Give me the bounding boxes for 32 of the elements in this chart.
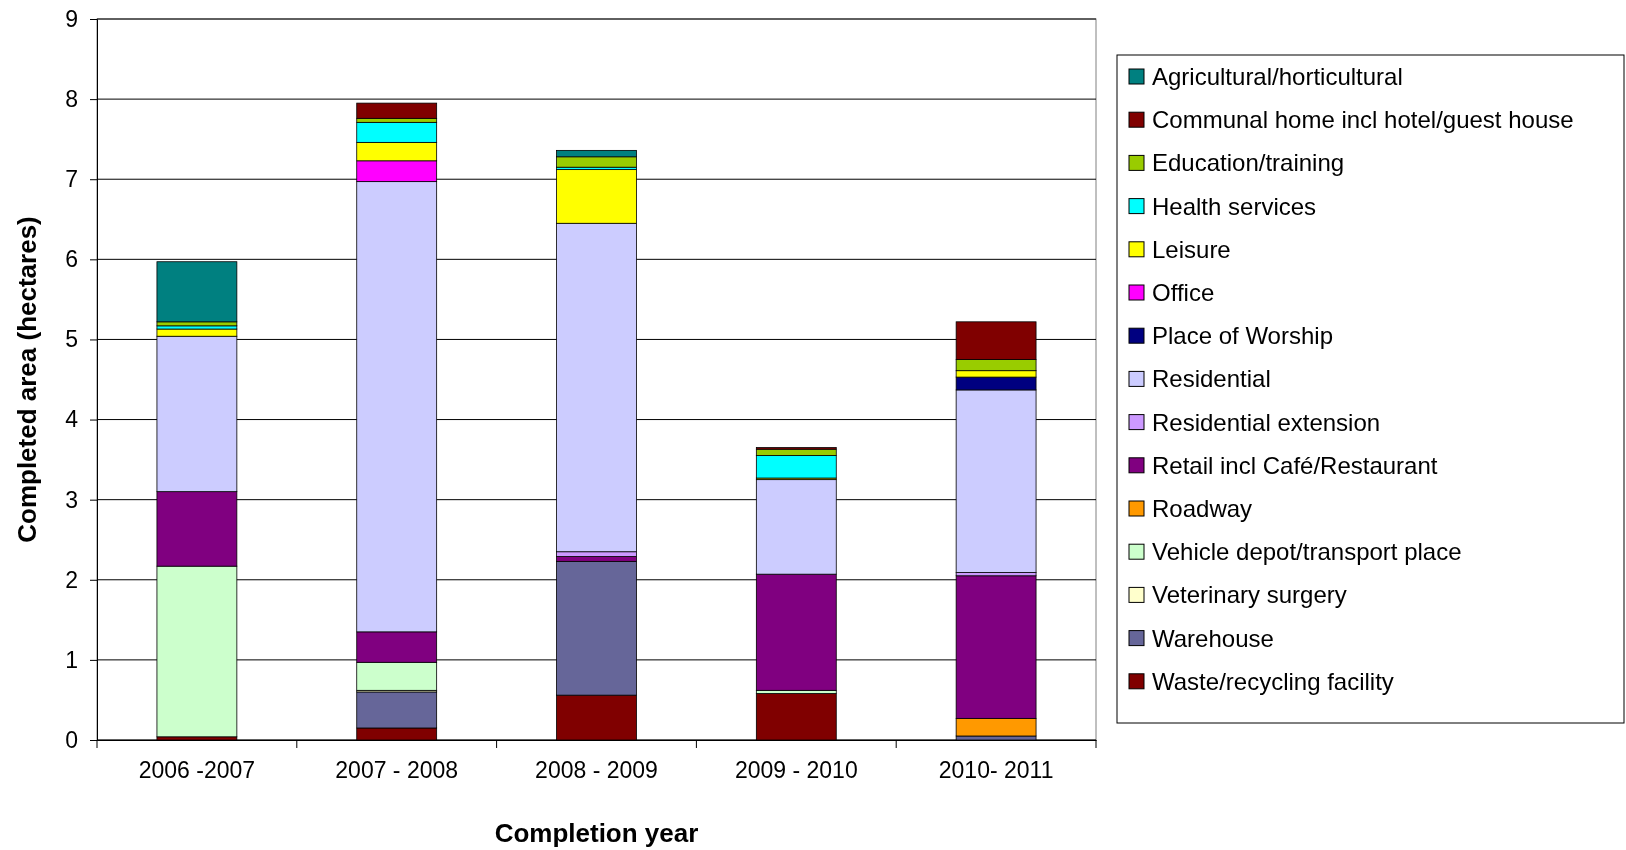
x-axis-title: Completion year: [494, 818, 699, 848]
x-tick-label: 2010- 2011: [938, 757, 1054, 784]
y-tick-label: 8: [65, 85, 78, 112]
y-axis-title: Completed area (hectares): [12, 216, 42, 543]
y-tick-label: 5: [65, 326, 78, 353]
legend-label: Health services: [1152, 192, 1317, 220]
legend-label: Waste/recycling facility: [1152, 667, 1394, 695]
legend-label: Place of Worship: [1152, 322, 1333, 350]
y-tick-label: 1: [65, 646, 78, 673]
legend-label: Roadway: [1152, 495, 1253, 522]
legend-label: Retail incl Café/Restaurant: [1152, 451, 1438, 479]
y-tick-label: 2: [65, 566, 78, 593]
y-tick-label: 9: [65, 5, 78, 32]
y-tick-label: 6: [65, 246, 78, 273]
legend-label: Vehicle depot/transport place: [1152, 538, 1462, 566]
y-tick-label: 4: [65, 406, 79, 433]
legend-label: Agricultural/horticultural: [1152, 63, 1403, 90]
legend-label: Communal home incl hotel/guest house: [1152, 106, 1574, 134]
legend-label: Office: [1152, 279, 1215, 306]
x-tick-label: 2006 -2007: [138, 757, 256, 784]
y-tick-label: 7: [65, 166, 78, 193]
y-tick-label: 0: [65, 726, 78, 753]
x-tick-label: 2007 - 2008: [335, 757, 459, 784]
legend-label: Residential extension: [1152, 408, 1381, 436]
x-tick-label: 2009 - 2010: [734, 757, 858, 784]
legend-label: Education/training: [1152, 149, 1345, 177]
legend-label: Veterinary surgery: [1152, 581, 1347, 609]
x-tick-label: 2008 - 2009: [535, 757, 658, 784]
legend-label: Leisure: [1152, 235, 1231, 263]
legend-label: Warehouse: [1152, 624, 1274, 652]
legend-label: Residential: [1152, 365, 1271, 393]
y-tick-label: 3: [65, 486, 78, 513]
